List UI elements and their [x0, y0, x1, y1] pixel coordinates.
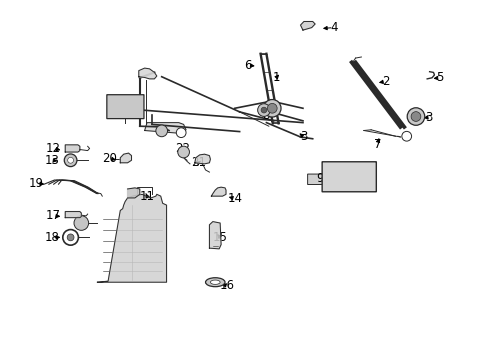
Circle shape [67, 157, 73, 163]
Circle shape [67, 234, 74, 241]
Circle shape [407, 108, 424, 125]
Text: 16: 16 [220, 279, 234, 292]
Circle shape [401, 131, 411, 141]
Text: 8: 8 [262, 109, 269, 122]
Text: 5: 5 [435, 71, 442, 84]
Text: 2: 2 [381, 75, 389, 88]
Text: 22: 22 [174, 142, 189, 155]
Text: 6: 6 [244, 59, 251, 72]
Text: 7: 7 [373, 138, 381, 150]
Polygon shape [97, 194, 166, 282]
Circle shape [410, 112, 420, 121]
Polygon shape [209, 222, 221, 249]
Polygon shape [300, 22, 314, 30]
Text: 15: 15 [212, 231, 227, 244]
Text: 3: 3 [424, 111, 431, 124]
Polygon shape [65, 145, 80, 152]
Polygon shape [211, 187, 225, 196]
Circle shape [74, 216, 88, 230]
Circle shape [178, 146, 189, 158]
Text: 9: 9 [316, 172, 323, 185]
Text: 13: 13 [44, 154, 60, 167]
Text: 18: 18 [44, 231, 60, 244]
Circle shape [156, 125, 167, 137]
Polygon shape [127, 188, 140, 198]
Text: 20: 20 [102, 152, 116, 165]
Text: 12: 12 [45, 142, 61, 155]
Text: 17: 17 [45, 210, 61, 222]
Circle shape [176, 128, 185, 138]
FancyBboxPatch shape [106, 95, 143, 118]
Text: 21: 21 [190, 156, 205, 169]
Polygon shape [194, 154, 210, 164]
Text: 10: 10 [109, 95, 124, 108]
Polygon shape [144, 123, 185, 134]
FancyBboxPatch shape [307, 174, 322, 185]
Text: 14: 14 [227, 192, 242, 205]
Text: 19: 19 [28, 177, 43, 190]
Text: 4: 4 [329, 21, 337, 34]
Ellipse shape [210, 280, 220, 284]
FancyBboxPatch shape [322, 162, 376, 192]
Circle shape [64, 154, 77, 167]
Text: 1: 1 [272, 71, 279, 84]
Circle shape [62, 230, 78, 245]
Circle shape [257, 104, 270, 116]
Circle shape [267, 103, 277, 113]
Circle shape [263, 99, 281, 117]
Ellipse shape [205, 278, 224, 287]
Text: 11: 11 [139, 190, 154, 203]
Text: 3: 3 [300, 130, 307, 144]
Polygon shape [65, 212, 81, 218]
Circle shape [261, 107, 266, 113]
Polygon shape [120, 153, 131, 163]
Polygon shape [139, 68, 157, 79]
